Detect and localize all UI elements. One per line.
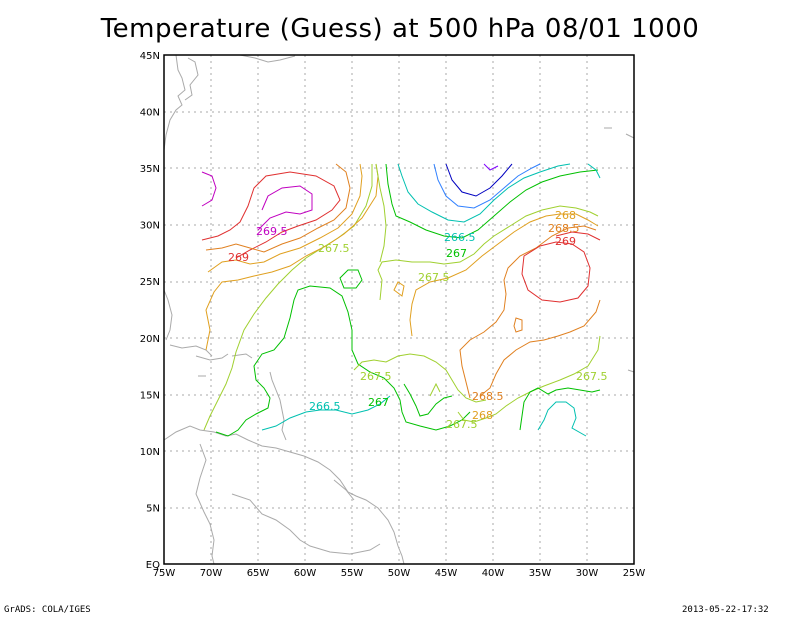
contour-label: 267 — [368, 396, 389, 409]
lon-tick-label: 75W — [153, 568, 176, 579]
lon-tick-label: 50W — [388, 568, 411, 579]
contour-label: 267.5 — [446, 418, 478, 431]
lon-tick-label: 55W — [341, 568, 364, 579]
contour-label: 266.5 — [444, 231, 476, 244]
lon-axis-labels: 75W 70W 65W 60W 55W 50W 45W 40W 35W 30W 25W — [153, 568, 646, 579]
lon-tick-label: 70W — [200, 568, 223, 579]
lat-axis-labels: EQ 5N 10N 15N 20N 25N 30N 35N 40N 45N — [140, 51, 160, 571]
lat-tick-label: 20N — [140, 334, 160, 345]
lon-tick-label: 40W — [482, 568, 505, 579]
page-title: Temperature (Guess) at 500 hPa 08/01 100… — [100, 14, 700, 44]
contour-label: 268 — [555, 209, 576, 222]
plot-frame — [163, 54, 635, 565]
lon-tick-label: 25W — [623, 568, 646, 579]
lon-tick-label: 60W — [294, 568, 317, 579]
contour-label: 267.5 — [318, 242, 350, 255]
contour-labels: 269.5 269 267.5 266.5 267 267.5 268 268.… — [228, 209, 608, 431]
lat-tick-label: 15N — [140, 390, 160, 401]
lat-tick-label: 40N — [140, 108, 160, 119]
lat-tick-label: 10N — [140, 447, 160, 458]
lat-tick-label: 35N — [140, 164, 160, 175]
contour-label: 267.5 — [360, 370, 392, 383]
contour-label: 269 — [228, 251, 249, 264]
lat-tick-label: 45N — [140, 51, 160, 62]
contour-label: 268.5 — [548, 222, 580, 235]
lat-tick-label: 5N — [146, 503, 160, 514]
lon-tick-label: 65W — [247, 568, 270, 579]
lat-tick-label: 30N — [140, 221, 160, 232]
lat-tick-label: 25N — [140, 277, 160, 288]
lon-tick-label: 45W — [435, 568, 458, 579]
lon-tick-label: 35W — [529, 568, 552, 579]
contour-label: 268 — [472, 409, 493, 422]
contour-label: 269 — [555, 235, 576, 248]
contour-label: 268.5 — [472, 390, 504, 403]
lon-tick-label: 30W — [576, 568, 599, 579]
footer-timestamp: 2013-05-22-17:32 — [682, 605, 769, 615]
contour-label: 267.5 — [576, 370, 608, 383]
contour-label: 269.5 — [256, 225, 288, 238]
contour-label: 267.5 — [418, 271, 450, 284]
contour-label: 267 — [446, 247, 467, 260]
grid-lines — [164, 55, 634, 564]
footer-credit: GrADS: COLA/IGES — [4, 605, 91, 615]
coastlines — [163, 54, 635, 565]
contour-lines — [201, 163, 601, 437]
lat-tick-label: EQ — [146, 560, 160, 571]
contour-label: 266.5 — [309, 400, 341, 413]
